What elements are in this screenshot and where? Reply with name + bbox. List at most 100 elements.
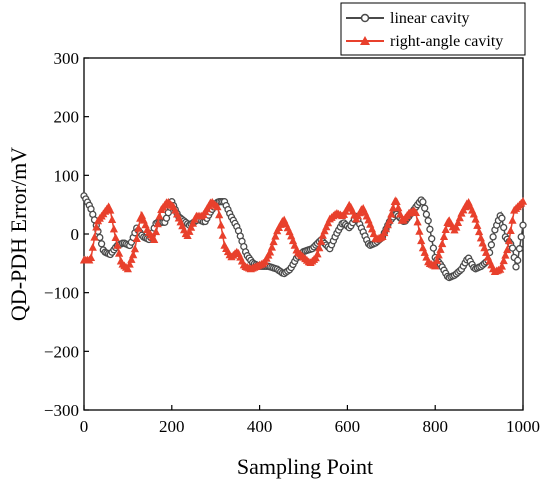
data-point (111, 233, 120, 241)
data-point (92, 222, 101, 231)
data-point (269, 237, 278, 246)
data-point (130, 244, 139, 253)
data-point (313, 249, 322, 258)
data-point (475, 227, 484, 236)
data-point (151, 227, 161, 236)
x-axis-title: Sampling Point (237, 454, 373, 479)
x-tick-label: 400 (247, 417, 273, 436)
data-point (311, 253, 320, 262)
legend: linear cavity right-angle cavity (340, 2, 526, 56)
data-point (429, 244, 438, 252)
data-point (519, 221, 527, 229)
data-point (216, 220, 226, 229)
data-point (315, 243, 324, 252)
data-point (497, 261, 506, 270)
data-point (515, 245, 524, 253)
data-point (431, 261, 440, 270)
data-point (318, 230, 327, 239)
data-point (185, 227, 194, 235)
data-point (394, 203, 403, 212)
data-point (132, 234, 141, 242)
data-point (428, 235, 436, 243)
data-point (413, 217, 422, 226)
y-tick-label: −100 (44, 284, 79, 303)
data-point (441, 225, 450, 233)
data-point (434, 250, 443, 259)
data-point (436, 245, 445, 253)
data-point (267, 242, 276, 251)
data-point (489, 233, 497, 241)
data-point (508, 216, 517, 224)
data-point (188, 218, 197, 227)
data-point (88, 243, 97, 251)
data-point (476, 233, 485, 242)
legend-marker-right-angle-cavity (360, 36, 370, 45)
data-point (518, 197, 528, 205)
series-right-angle-cavity (79, 196, 528, 276)
data-point (324, 218, 333, 227)
y-axis-title: QD-PDH Error/mV (6, 147, 31, 321)
data-point (106, 205, 115, 214)
data-point (455, 213, 464, 222)
data-point (125, 259, 134, 268)
data-point (322, 222, 331, 231)
x-tick-label: 200 (159, 417, 185, 436)
legend-label-right-angle-cavity: right-angle cavity (390, 33, 503, 50)
data-point (127, 255, 136, 263)
data-point (123, 264, 132, 273)
data-point (113, 241, 122, 249)
data-point (498, 214, 506, 222)
x-tick-label: 800 (422, 417, 448, 436)
data-point (215, 210, 224, 219)
data-point (153, 219, 162, 228)
data-point (439, 232, 449, 240)
y-tick-label: 200 (54, 108, 80, 127)
data-point (380, 228, 389, 237)
data-point (422, 210, 431, 219)
x-tick-label: 1000 (506, 417, 540, 436)
y-tick-label: 0 (71, 225, 80, 244)
data-point (396, 209, 405, 218)
data-point (417, 236, 426, 245)
data-point (108, 215, 117, 223)
data-point (487, 241, 496, 249)
data-point (150, 235, 159, 243)
data-point (452, 222, 461, 231)
data-point (514, 256, 522, 265)
data-point (419, 198, 427, 206)
data-point (389, 203, 398, 212)
legend-box (340, 2, 526, 56)
data-point (97, 240, 106, 248)
data-point (115, 248, 124, 257)
data-point (86, 253, 96, 262)
data-point (426, 225, 434, 233)
data-point (503, 245, 512, 254)
data-point (218, 230, 227, 239)
y-tick-label: 300 (54, 49, 80, 68)
data-point (155, 211, 164, 220)
data-point (317, 237, 326, 245)
y-tick-label: −200 (44, 342, 79, 361)
data-point (453, 218, 463, 226)
data-point (134, 224, 143, 232)
y-tick-label: 100 (54, 166, 80, 185)
data-point (499, 256, 508, 265)
data-point (411, 208, 420, 216)
data-point (424, 217, 432, 225)
legend-label-linear-cavity: linear cavity (390, 10, 470, 27)
series-layer (79, 192, 528, 282)
data-point (387, 209, 396, 218)
data-point (506, 226, 515, 234)
data-point (183, 231, 192, 239)
data-point (508, 244, 517, 252)
data-point (473, 221, 482, 229)
data-point (109, 224, 118, 233)
data-point (383, 220, 392, 229)
data-point (415, 227, 424, 235)
legend-marker-linear-cavity (360, 13, 370, 23)
data-point (320, 226, 329, 235)
data-point (471, 214, 480, 223)
data-point (421, 204, 429, 212)
